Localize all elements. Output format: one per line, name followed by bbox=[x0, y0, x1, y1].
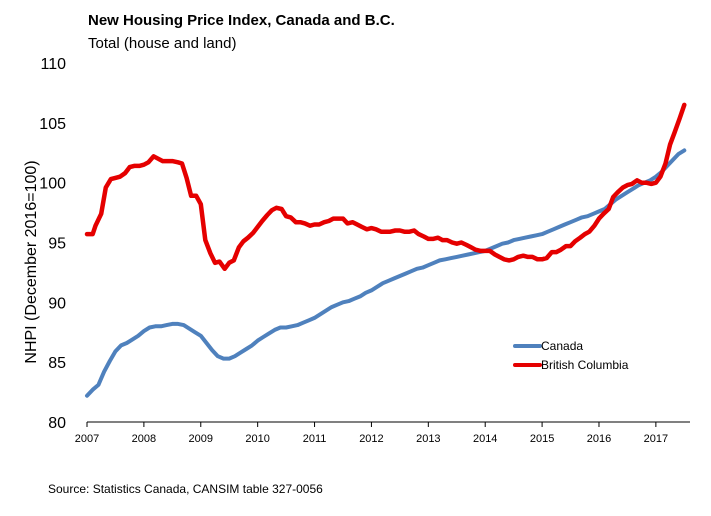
x-tick-label: 2014 bbox=[473, 433, 497, 445]
x-tick-label: 2011 bbox=[303, 433, 327, 445]
x-tick-label: 2016 bbox=[587, 433, 611, 445]
legend-label-canada: Canada bbox=[541, 339, 583, 353]
legend-label-british-columbia: British Columbia bbox=[541, 358, 629, 372]
x-tick-label: 2017 bbox=[644, 433, 668, 445]
y-tick-label: 90 bbox=[48, 295, 66, 312]
x-tick-label: 2007 bbox=[75, 433, 99, 445]
series-line-british-columbia bbox=[84, 102, 687, 272]
series-line-canada bbox=[85, 148, 687, 398]
x-tick-label: 2009 bbox=[189, 433, 213, 445]
x-tick-label: 2010 bbox=[245, 433, 269, 445]
x-tick-label: 2008 bbox=[132, 433, 156, 445]
y-tick-label: 95 bbox=[48, 236, 66, 253]
x-tick-label: 2015 bbox=[530, 433, 554, 445]
x-axis: 2007 2008 2009 2010 2011 2012 2013 2014 2015 2016… bbox=[75, 421, 690, 445]
y-axis-label: NHPI (December 2016=100) bbox=[23, 160, 40, 363]
y-axis-ticks: 80 85 90 95 100 105 110 bbox=[39, 56, 66, 432]
y-tick-label: 80 bbox=[48, 415, 66, 432]
x-tick-label: 2013 bbox=[416, 433, 440, 445]
x-tick-label: 2012 bbox=[359, 433, 383, 445]
source-note: Source: Statistics Canada, CANSIM table … bbox=[48, 482, 323, 496]
y-tick-label: 110 bbox=[40, 56, 66, 73]
chart-title: New Housing Price Index, Canada and B.C. bbox=[88, 12, 395, 29]
y-tick-label: 105 bbox=[39, 116, 66, 133]
legend: Canada British Columbia bbox=[513, 339, 629, 372]
y-tick-label: 85 bbox=[48, 355, 66, 372]
series-layer bbox=[84, 102, 687, 398]
y-tick-label: 100 bbox=[39, 176, 66, 193]
chart-subtitle: Total (house and land) bbox=[88, 35, 236, 52]
